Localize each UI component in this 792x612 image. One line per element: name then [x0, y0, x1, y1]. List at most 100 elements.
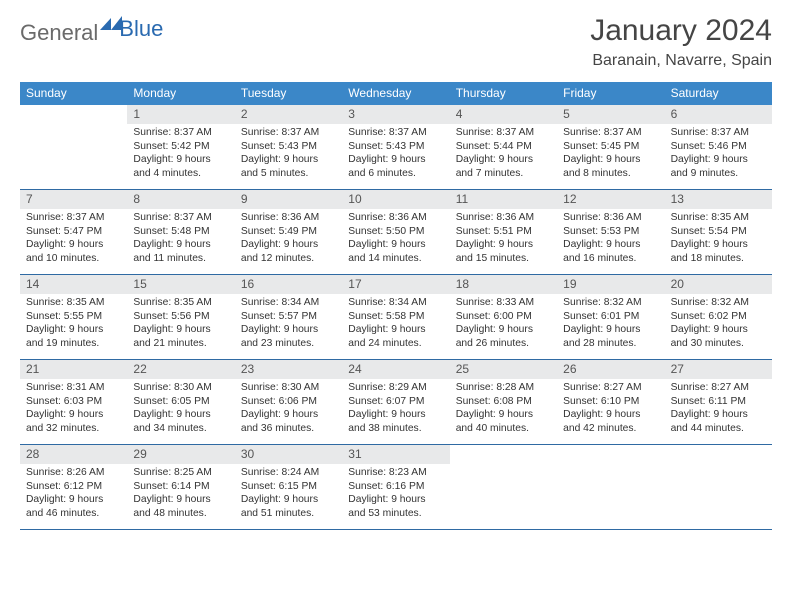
day-body: Sunrise: 8:32 AMSunset: 6:01 PMDaylight:…	[557, 294, 664, 354]
day-body: Sunrise: 8:36 AMSunset: 5:51 PMDaylight:…	[450, 209, 557, 269]
day-body: Sunrise: 8:37 AMSunset: 5:42 PMDaylight:…	[127, 124, 234, 184]
week-row: 28 Sunrise: 8:26 AMSunset: 6:12 PM Dayligh…	[20, 445, 772, 530]
sunrise-text: Sunrise: 8:36 AM	[348, 211, 443, 225]
day-number	[557, 445, 664, 450]
day-body: Sunrise: 8:36 AMSunset: 5:49 PMDaylight:…	[235, 209, 342, 269]
day-number: 10	[342, 190, 449, 209]
sunrise-text: Sunrise: 8:35 AM	[133, 296, 228, 310]
daylight-text: Daylight: 9 hours and 4 minutes.	[133, 153, 228, 180]
sunset-text: Sunset: 5:42 PM	[133, 140, 228, 154]
daylight-text: Daylight: 9 hours and 24 minutes.	[348, 323, 443, 350]
day-cell: 18Sunrise: 8:33 AMSunset: 6:00 PMDayligh…	[450, 275, 557, 359]
sunrise-text: Sunrise: 8:37 AM	[241, 126, 336, 140]
day-body: Sunrise: 8:24 AMSunset: 6:15 PMDaylight:…	[235, 464, 342, 524]
day-number	[450, 445, 557, 450]
day-number: 6	[665, 105, 772, 124]
sunrise-text: Sunrise: 8:30 AM	[241, 381, 336, 395]
day-number: 9	[235, 190, 342, 209]
sunset-text: Sunset: 6:00 PM	[456, 310, 551, 324]
day-number: 18	[450, 275, 557, 294]
day-cell: 29Sunrise: 8:25 AMSunset: 6:14 PMDayligh…	[127, 445, 234, 529]
day-number: 14	[20, 275, 127, 294]
day-body: Sunrise: 8:27 AMSunset: 6:11 PMDaylight:…	[665, 379, 772, 439]
day-body: Sunrise: 8:35 AMSunset: 5:55 PMDaylight:…	[20, 294, 127, 354]
day-cell: 28Sunrise: 8:26 AMSunset: 6:12 PMDayligh…	[20, 445, 127, 529]
daylight-text: Daylight: 9 hours and 7 minutes.	[456, 153, 551, 180]
sunset-text: Sunset: 6:12 PM	[26, 480, 121, 494]
calendar: SundayMondayTuesdayWednesdayThursdayFrid…	[20, 82, 772, 530]
daylight-text: Daylight: 9 hours and 48 minutes.	[133, 493, 228, 520]
sunrise-text: Sunrise: 8:25 AM	[133, 466, 228, 480]
sunrise-text: Sunrise: 8:28 AM	[456, 381, 551, 395]
day-number: 27	[665, 360, 772, 379]
day-number: 30	[235, 445, 342, 464]
daylight-text: Daylight: 9 hours and 40 minutes.	[456, 408, 551, 435]
dow-cell: Tuesday	[235, 82, 342, 105]
day-cell	[665, 445, 772, 529]
daylight-text: Daylight: 9 hours and 12 minutes.	[241, 238, 336, 265]
day-body: Sunrise: 8:25 AMSunset: 6:14 PMDaylight:…	[127, 464, 234, 524]
day-number: 11	[450, 190, 557, 209]
daylight-text: Daylight: 9 hours and 26 minutes.	[456, 323, 551, 350]
day-of-week-header: SundayMondayTuesdayWednesdayThursdayFrid…	[20, 82, 772, 105]
sunrise-text: Sunrise: 8:29 AM	[348, 381, 443, 395]
day-number: 1	[127, 105, 234, 124]
day-body: Sunrise: 8:23 AMSunset: 6:16 PMDaylight:…	[342, 464, 449, 524]
day-number	[665, 445, 772, 450]
daylight-text: Daylight: 9 hours and 15 minutes.	[456, 238, 551, 265]
sunrise-text: Sunrise: 8:35 AM	[26, 296, 121, 310]
day-cell: 5Sunrise: 8:37 AMSunset: 5:45 PMDaylight…	[557, 105, 664, 189]
day-cell: 10 Sunrise: 8:36 AMSunset: 5:50 PMDayligh…	[342, 190, 449, 274]
sunrise-text: Sunrise: 8:36 AM	[563, 211, 658, 225]
sunrise-text: Sunrise: 8:27 AM	[671, 381, 766, 395]
day-cell	[557, 445, 664, 529]
daylight-text: Daylight: 9 hours and 30 minutes.	[671, 323, 766, 350]
day-body: Sunrise: 8:29 AMSunset: 6:07 PMDaylight:…	[342, 379, 449, 439]
sunrise-text: Sunrise: 8:26 AM	[26, 466, 121, 480]
sunset-text: Sunset: 5:50 PM	[348, 225, 443, 239]
day-number: 29	[127, 445, 234, 464]
sunrise-text: Sunrise: 8:31 AM	[26, 381, 121, 395]
day-body: Sunrise: 8:37 AMSunset: 5:46 PMDaylight:…	[665, 124, 772, 184]
day-number: 20	[665, 275, 772, 294]
sunset-text: Sunset: 6:07 PM	[348, 395, 443, 409]
day-cell: 26Sunrise: 8:27 AMSunset: 6:10 PMDayligh…	[557, 360, 664, 444]
sunset-text: Sunset: 5:43 PM	[348, 140, 443, 154]
sunrise-text: Sunrise: 8:30 AM	[133, 381, 228, 395]
day-body: Sunrise: 8:32 AMSunset: 6:02 PMDaylight:…	[665, 294, 772, 354]
day-cell: 17Sunrise: 8:34 AMSunset: 5:58 PMDayligh…	[342, 275, 449, 359]
sunset-text: Sunset: 6:08 PM	[456, 395, 551, 409]
daylight-text: Daylight: 9 hours and 14 minutes.	[348, 238, 443, 265]
daylight-text: Daylight: 9 hours and 28 minutes.	[563, 323, 658, 350]
daylight-text: Daylight: 9 hours and 5 minutes.	[241, 153, 336, 180]
sunset-text: Sunset: 5:54 PM	[671, 225, 766, 239]
day-body: Sunrise: 8:31 AMSunset: 6:03 PMDaylight:…	[20, 379, 127, 439]
daylight-text: Daylight: 9 hours and 19 minutes.	[26, 323, 121, 350]
day-number: 3	[342, 105, 449, 124]
day-cell: 21Sunrise: 8:31 AMSunset: 6:03 PMDayligh…	[20, 360, 127, 444]
day-cell: 11Sunrise: 8:36 AMSunset: 5:51 PMDayligh…	[450, 190, 557, 274]
dow-cell: Thursday	[450, 82, 557, 105]
sunrise-text: Sunrise: 8:36 AM	[241, 211, 336, 225]
day-cell: 16Sunrise: 8:34 AMSunset: 5:57 PMDayligh…	[235, 275, 342, 359]
sunrise-text: Sunrise: 8:23 AM	[348, 466, 443, 480]
daylight-text: Daylight: 9 hours and 16 minutes.	[563, 238, 658, 265]
sunrise-text: Sunrise: 8:37 AM	[671, 126, 766, 140]
day-cell: 25 Sunrise: 8:28 AMSunset: 6:08 PMDayligh…	[450, 360, 557, 444]
daylight-text: Daylight: 9 hours and 36 minutes.	[241, 408, 336, 435]
day-number: 25	[450, 360, 557, 379]
dow-cell: Friday	[557, 82, 664, 105]
header: General Blue January 2024 Baranain, Nava…	[20, 14, 772, 70]
day-number: 12	[557, 190, 664, 209]
day-cell: 3Sunrise: 8:37 AMSunset: 5:43 PMDaylight…	[342, 105, 449, 189]
day-number: 22	[127, 360, 234, 379]
week-row: 21Sunrise: 8:31 AMSunset: 6:03 PMDayligh…	[20, 360, 772, 445]
day-cell: 14Sunrise: 8:35 AMSunset: 5:55 PMDayligh…	[20, 275, 127, 359]
day-number: 19	[557, 275, 664, 294]
day-number: 28	[20, 445, 127, 464]
sunset-text: Sunset: 6:06 PM	[241, 395, 336, 409]
daylight-text: Daylight: 9 hours and 10 minutes.	[26, 238, 121, 265]
day-number: 15	[127, 275, 234, 294]
day-body: Sunrise: 8:36 AMSunset: 5:53 PMDaylight:…	[557, 209, 664, 269]
day-cell: 8Sunrise: 8:37 AMSunset: 5:48 PMDaylight…	[127, 190, 234, 274]
